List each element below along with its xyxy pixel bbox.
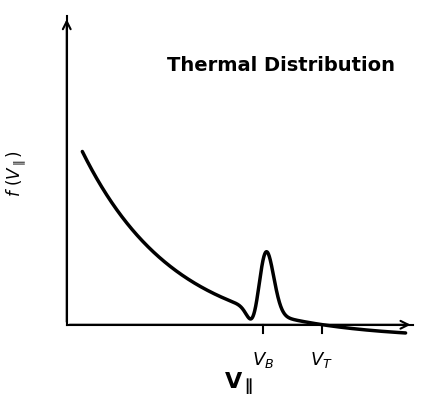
Text: Thermal Distribution: Thermal Distribution xyxy=(167,56,395,75)
Text: $V_B$: $V_B$ xyxy=(252,349,274,369)
Text: $\mathbf{V_{\parallel}}$: $\mathbf{V_{\parallel}}$ xyxy=(224,370,253,396)
Text: $f\ (V_{\parallel})$: $f\ (V_{\parallel})$ xyxy=(4,150,28,196)
Text: $V_T$: $V_T$ xyxy=(310,349,333,369)
